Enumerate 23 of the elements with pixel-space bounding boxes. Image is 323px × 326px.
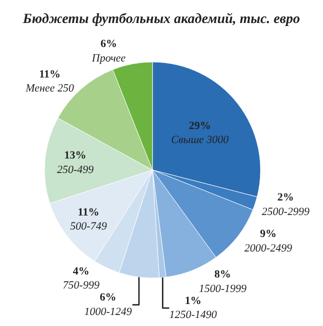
data-label: 1% [184, 294, 202, 307]
data-label: 13% [64, 150, 86, 162]
data-label: 6% [100, 38, 117, 50]
data-label: 8% [214, 268, 231, 281]
slice-label: 250-499 [56, 164, 94, 176]
slice-label: 2500-2999 [262, 206, 310, 218]
data-label: 11% [39, 68, 61, 80]
data-label: 2% [277, 191, 294, 204]
data-label: 9% [260, 228, 276, 240]
slice-label: Прочее [90, 52, 126, 64]
slice-label: 500-749 [70, 220, 108, 233]
slice-label: 750-999 [62, 280, 100, 292]
data-label: 11% [78, 206, 100, 218]
data-label: 6% [100, 292, 116, 304]
chart-title: Бюджеты футбольных академий, тыс. евро [22, 12, 300, 27]
data-label: 29% [188, 120, 211, 132]
slice-label: 1000-1249 [84, 306, 132, 318]
slice-label: Менее 250 [24, 82, 75, 95]
slice-label: Свыше 3000 [171, 134, 230, 146]
data-label: 4% [72, 265, 90, 278]
slice-label: 1500-1999 [198, 282, 247, 295]
slice-label: 1250-1490 [169, 309, 218, 322]
slice-label: 2000-2499 [244, 242, 293, 254]
